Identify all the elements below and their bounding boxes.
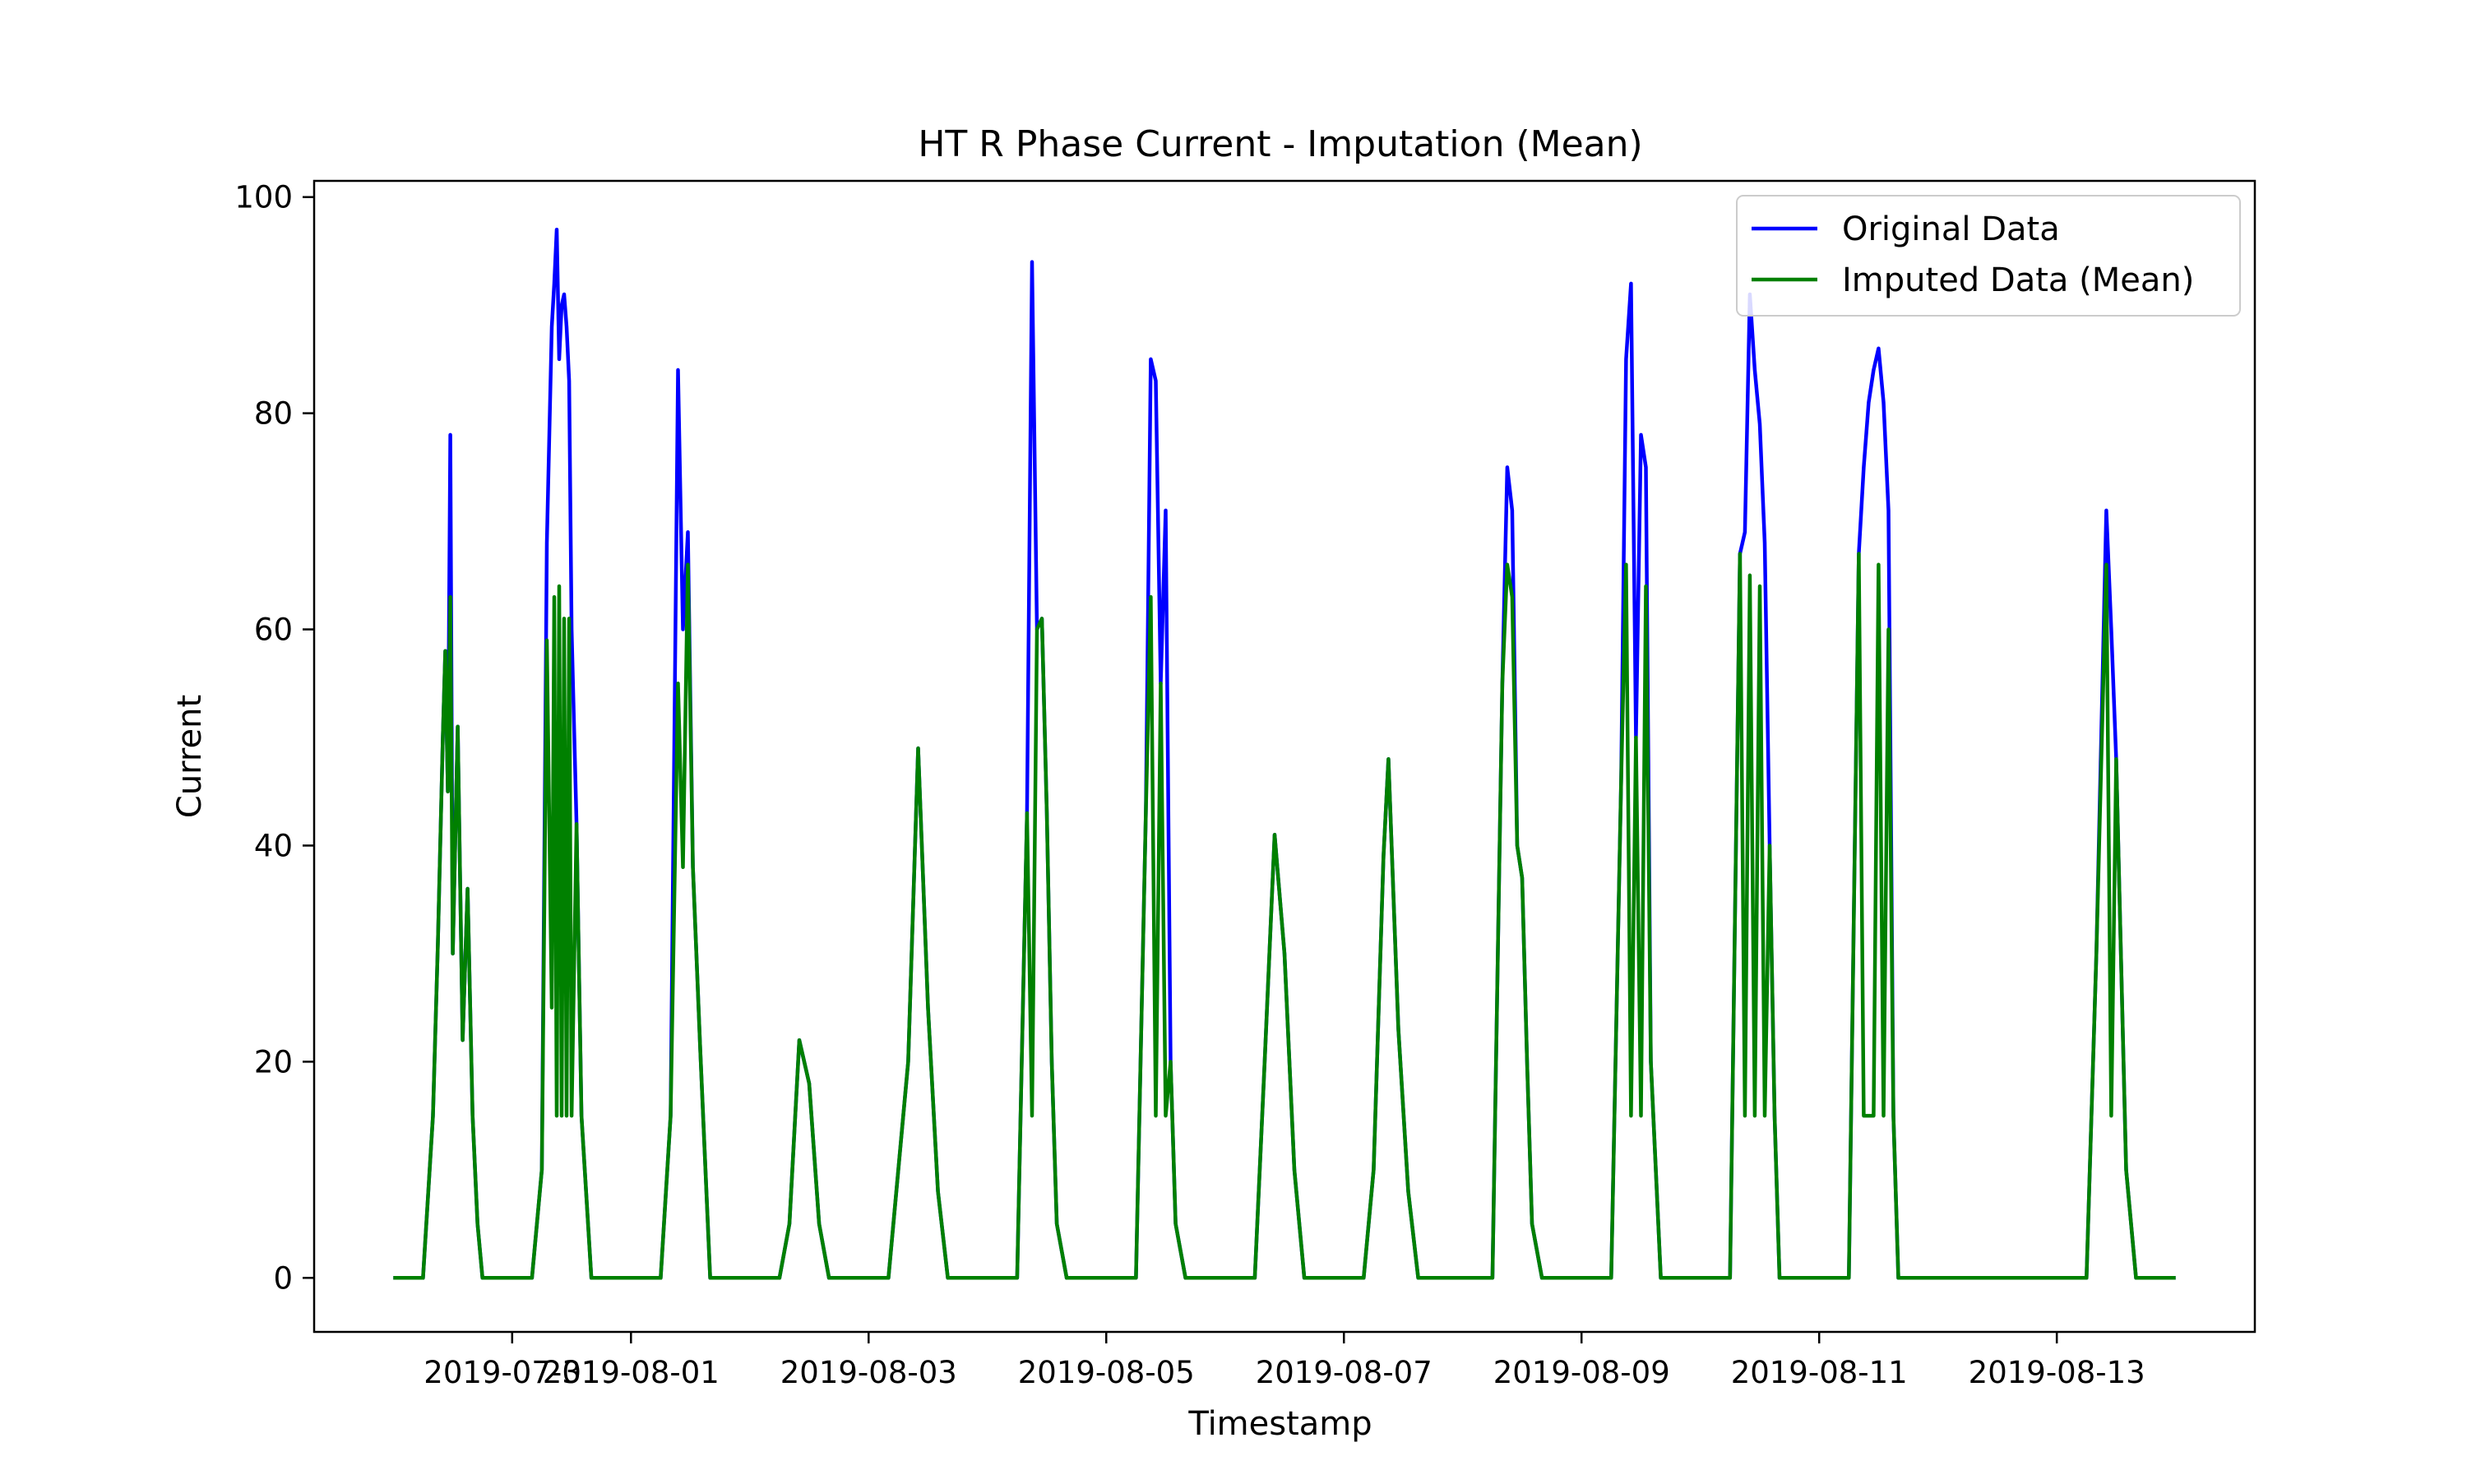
y-tick-label: 20 bbox=[254, 1044, 293, 1079]
x-tick-label: 2019-08-09 bbox=[1493, 1355, 1670, 1390]
legend-box bbox=[1736, 195, 2241, 317]
plot-area bbox=[312, 179, 2256, 1334]
x-tick-label: 2019-08-11 bbox=[1731, 1355, 1908, 1390]
y-tick-label: 40 bbox=[254, 828, 293, 863]
y-tick-label: 80 bbox=[254, 396, 293, 432]
legend-label: Original Data bbox=[1842, 210, 2060, 248]
legend: Original Data Imputed Data (Mean) bbox=[1736, 195, 2241, 317]
series-line-1 bbox=[393, 227, 2176, 1280]
x-tick-label: 2019-08-03 bbox=[780, 1355, 957, 1390]
y-tick-label: 60 bbox=[254, 613, 293, 648]
x-tick-label: 2019-08-01 bbox=[543, 1355, 720, 1390]
legend-label: Imputed Data (Mean) bbox=[1842, 261, 2194, 299]
x-tick-label: 2019-08-07 bbox=[1256, 1355, 1433, 1390]
x-tick-label: 2019-07-31 bbox=[424, 1355, 600, 1390]
chart-title: HT R Phase Current - Imputation (Mean) bbox=[918, 123, 1642, 165]
y-tick-label: 100 bbox=[234, 180, 293, 215]
series-layer bbox=[393, 227, 2176, 1280]
x-axis-label: Timestamp bbox=[1187, 1405, 1372, 1443]
series-line-2 bbox=[393, 552, 2176, 1280]
x-tick-label: 2019-08-05 bbox=[1018, 1355, 1195, 1390]
x-tick-label: 2019-08-13 bbox=[1969, 1355, 2145, 1390]
y-axis-label: Current bbox=[171, 695, 209, 818]
y-tick-label: 0 bbox=[273, 1260, 293, 1296]
y-axis: 0 20 40 60 80 100 bbox=[234, 180, 314, 1296]
